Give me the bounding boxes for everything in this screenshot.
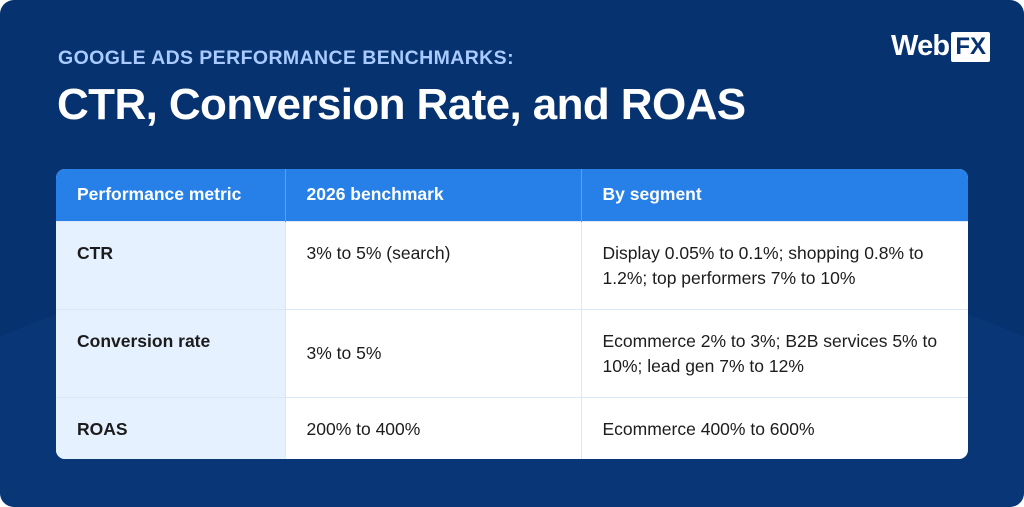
eyebrow-heading: GOOGLE ADS PERFORMANCE BENCHMARKS:: [58, 47, 514, 69]
logo-web-text: Web: [891, 30, 950, 62]
table-row: Conversion rate 3% to 5% Ecommerce 2% to…: [56, 308, 968, 397]
benchmark-table: Performance metric 2026 benchmark By seg…: [56, 169, 968, 459]
webfx-logo: Web FX: [891, 30, 990, 63]
segment-cell: Ecommerce 2% to 3%; B2B services 5% to 1…: [580, 308, 968, 397]
table-row: CTR 3% to 5% (search) Display 0.05% to 0…: [56, 220, 968, 309]
column-header-metric: Performance metric: [77, 184, 242, 205]
metric-cell: Conversion rate: [56, 308, 285, 397]
metric-cell: ROAS: [56, 396, 285, 459]
table-row: ROAS 200% to 400% Ecommerce 400% to 600%: [56, 396, 968, 459]
segment-cell: Display 0.05% to 0.1%; shopping 0.8% to …: [580, 220, 968, 309]
benchmark-cell: 3% to 5% (search): [284, 220, 581, 309]
column-header-segment: By segment: [580, 169, 968, 221]
page-title: CTR, Conversion Rate, and ROAS: [57, 80, 746, 129]
table-header-row: Performance metric 2026 benchmark By seg…: [56, 169, 968, 221]
benchmark-cell: 200% to 400%: [284, 396, 581, 459]
benchmark-cell: 3% to 5%: [284, 308, 581, 397]
column-header-benchmark: 2026 benchmark: [284, 169, 581, 221]
segment-cell: Ecommerce 400% to 600%: [580, 396, 968, 459]
metric-cell: CTR: [56, 220, 285, 309]
logo-fx-box: FX: [951, 31, 990, 62]
